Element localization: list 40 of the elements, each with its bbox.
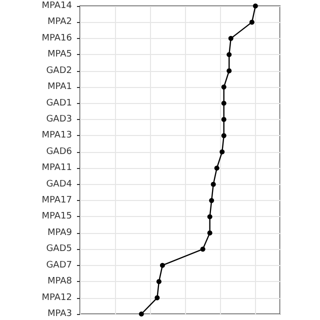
point (138, 312, 144, 316)
y-tick-label: GAD7 (46, 260, 72, 270)
point (226, 52, 232, 58)
point (220, 149, 225, 154)
point (221, 100, 226, 106)
y-tick-label: MPA9 (48, 228, 72, 238)
y-tick-label: GAD3 (46, 114, 72, 124)
point (249, 20, 254, 25)
y-tick-label: MPA2 (48, 17, 72, 28)
y-tick-label: MPA14 (42, 1, 72, 11)
point (226, 68, 232, 74)
point (207, 214, 212, 220)
y-tick-label: MPA1 (48, 82, 72, 92)
y-tick-label: MPA15 (42, 212, 72, 222)
point (210, 182, 216, 187)
point (154, 295, 160, 300)
point (200, 246, 206, 252)
y-tick-label: MPA16 (42, 33, 72, 44)
point (221, 116, 226, 122)
point (207, 230, 212, 236)
y-tick-label: GAD4 (46, 179, 72, 190)
y-tick-label: GAD2 (46, 66, 72, 76)
point (228, 36, 234, 41)
y-tick-label: MPA11 (42, 163, 72, 174)
point (214, 166, 220, 171)
y-tick-label: MPA8 (48, 276, 72, 287)
y-tick-label: MPA13 (42, 130, 72, 141)
y-tick-label: MPA12 (42, 292, 72, 303)
y-tick-label: MPA5 (48, 50, 72, 60)
point (221, 84, 226, 90)
point (252, 4, 258, 8)
point (156, 279, 162, 284)
y-tick-label: GAD6 (46, 146, 72, 157)
y-tick-label: GAD5 (46, 244, 72, 254)
point (209, 198, 214, 204)
y-tick-label: GAD1 (46, 98, 72, 108)
point (160, 262, 165, 268)
y-tick-label: MPA3 (48, 309, 72, 319)
point (221, 133, 226, 138)
y-tick-label: MPA17 (42, 196, 72, 206)
